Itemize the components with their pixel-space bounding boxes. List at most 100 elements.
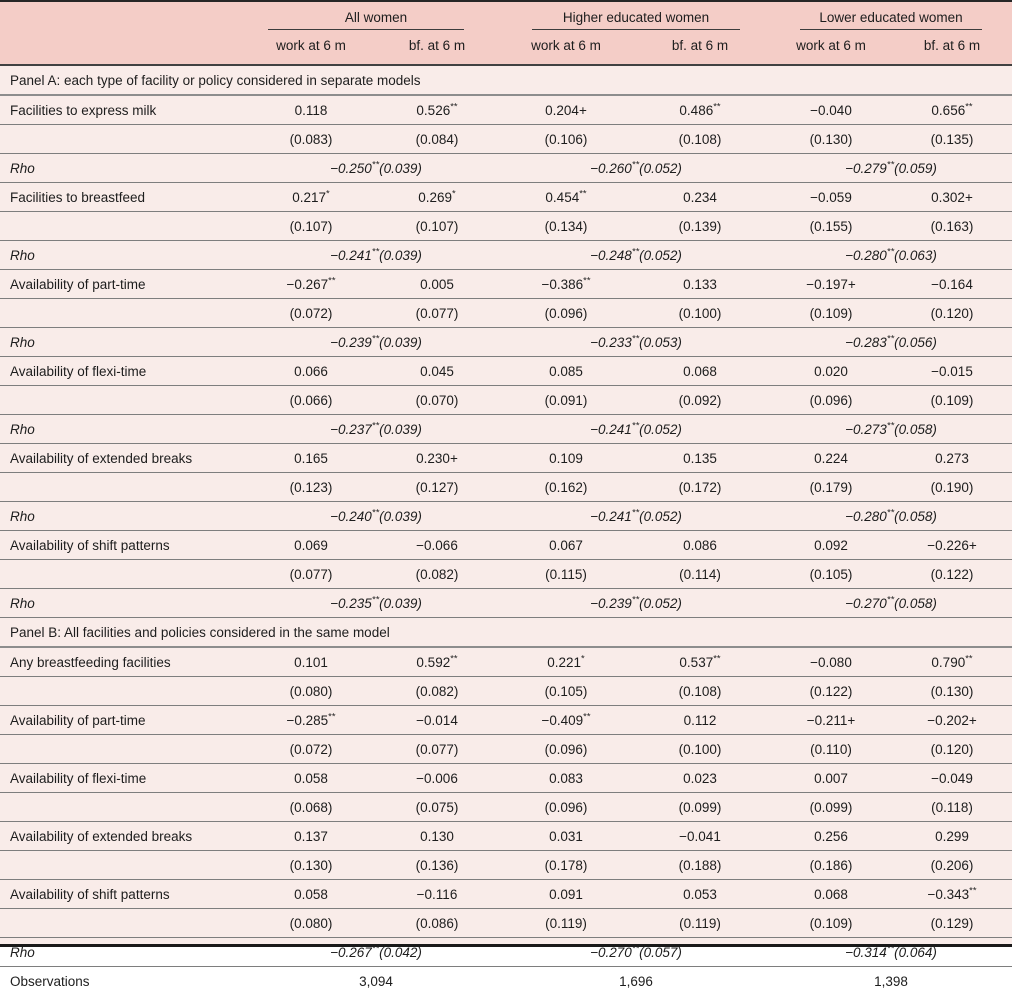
coef-cell: 0.217*: [250, 183, 372, 212]
coef-cell: 0.007: [770, 764, 892, 793]
column-header: bf. at 6 m: [630, 30, 770, 65]
standard-error-row: (0.072)(0.077)(0.096)(0.100)(0.109)(0.12…: [0, 299, 1012, 328]
se-cell: (0.082): [372, 560, 502, 589]
se-cell: (0.108): [630, 677, 770, 706]
se-cell: (0.179): [770, 473, 892, 502]
se-cell: (0.077): [372, 299, 502, 328]
observations-cell: 1,398: [770, 967, 1012, 995]
row-label: Availability of part-time: [0, 270, 250, 299]
se-cell: (0.105): [502, 677, 630, 706]
row-label: Availability of shift patterns: [0, 531, 250, 560]
rho-cell: −0.280**(0.058): [770, 502, 1012, 531]
coef-cell: −0.006: [372, 764, 502, 793]
standard-error-row: (0.083)(0.084)(0.106)(0.108)(0.130)(0.13…: [0, 125, 1012, 154]
rho-row: Rho−0.237**(0.039)−0.241**(0.052)−0.273*…: [0, 415, 1012, 444]
table-body: Panel A: each type of facility or policy…: [0, 65, 1012, 995]
standard-error-row: (0.080)(0.086)(0.119)(0.119)(0.109)(0.12…: [0, 909, 1012, 938]
rho-cell: −0.239**(0.052): [502, 589, 770, 618]
se-cell: (0.092): [630, 386, 770, 415]
se-cell: (0.122): [892, 560, 1012, 589]
rho-cell: −0.239**(0.039): [250, 328, 502, 357]
coef-cell: 0.068: [770, 880, 892, 909]
se-cell: (0.091): [502, 386, 630, 415]
coef-cell: 0.269*: [372, 183, 502, 212]
coef-cell: 0.005: [372, 270, 502, 299]
se-cell: (0.107): [250, 212, 372, 241]
se-cell: (0.122): [770, 677, 892, 706]
coef-cell: −0.285**: [250, 706, 372, 735]
se-cell: (0.077): [250, 560, 372, 589]
coef-cell: 0.454**: [502, 183, 630, 212]
rho-label: Rho: [0, 154, 250, 183]
se-cell: (0.155): [770, 212, 892, 241]
se-cell: (0.119): [502, 909, 630, 938]
coef-cell: −0.080: [770, 647, 892, 677]
se-cell: (0.118): [892, 793, 1012, 822]
se-cell: (0.100): [630, 735, 770, 764]
coef-cell: 0.230+: [372, 444, 502, 473]
rho-cell: −0.260**(0.052): [502, 154, 770, 183]
row-label-empty: [0, 560, 250, 589]
coef-cell: −0.116: [372, 880, 502, 909]
se-cell: (0.109): [892, 386, 1012, 415]
rho-cell: −0.270**(0.057): [502, 938, 770, 967]
coef-cell: 0.092: [770, 531, 892, 560]
group-label: All women: [250, 2, 502, 28]
coef-cell: −0.040: [770, 95, 892, 125]
row-label: Any breastfeeding facilities: [0, 647, 250, 677]
se-cell: (0.110): [770, 735, 892, 764]
group-header-higher-educated: Higher educated women: [502, 2, 770, 30]
se-cell: (0.096): [502, 793, 630, 822]
standard-error-row: (0.066)(0.070)(0.091)(0.092)(0.096)(0.10…: [0, 386, 1012, 415]
rho-cell: −0.241**(0.052): [502, 415, 770, 444]
row-label-empty: [0, 386, 250, 415]
observations-cell: 3,094: [250, 967, 502, 995]
se-cell: (0.119): [630, 909, 770, 938]
table-header: All women Higher educated women Lower ed…: [0, 2, 1012, 65]
se-cell: (0.188): [630, 851, 770, 880]
coef-cell: −0.059: [770, 183, 892, 212]
se-cell: (0.096): [770, 386, 892, 415]
coef-cell: −0.226+: [892, 531, 1012, 560]
se-cell: (0.127): [372, 473, 502, 502]
se-cell: (0.178): [502, 851, 630, 880]
rho-cell: −0.237**(0.039): [250, 415, 502, 444]
coef-cell: 0.133: [630, 270, 770, 299]
se-cell: (0.162): [502, 473, 630, 502]
coef-cell: 0.118: [250, 95, 372, 125]
se-cell: (0.070): [372, 386, 502, 415]
group-label: Lower educated women: [770, 2, 1012, 28]
column-header: bf. at 6 m: [892, 30, 1012, 65]
coef-cell: 0.031: [502, 822, 630, 851]
coefficient-row: Availability of part-time−0.285**−0.014 −…: [0, 706, 1012, 735]
se-cell: (0.120): [892, 299, 1012, 328]
coef-cell: −0.014: [372, 706, 502, 735]
column-header: work at 6 m: [502, 30, 630, 65]
rho-cell: −0.314**(0.064): [770, 938, 1012, 967]
observations-cell: 1,696: [502, 967, 770, 995]
coef-cell: 0.085: [502, 357, 630, 386]
coef-cell: 0.083: [502, 764, 630, 793]
coef-cell: 0.256: [770, 822, 892, 851]
group-header-lower-educated: Lower educated women: [770, 2, 1012, 30]
rho-label: Rho: [0, 241, 250, 270]
se-cell: (0.082): [372, 677, 502, 706]
coef-cell: −0.202+: [892, 706, 1012, 735]
coef-cell: 0.790**: [892, 647, 1012, 677]
coef-cell: −0.386**: [502, 270, 630, 299]
se-cell: (0.083): [250, 125, 372, 154]
coef-cell: −0.197+: [770, 270, 892, 299]
coef-cell: 0.656**: [892, 95, 1012, 125]
se-cell: (0.107): [372, 212, 502, 241]
row-label: Availability of part-time: [0, 706, 250, 735]
coefficient-row: Availability of part-time−0.267**0.005−0…: [0, 270, 1012, 299]
row-label: Availability of extended breaks: [0, 822, 250, 851]
standard-error-row: (0.080)(0.082)(0.105)(0.108)(0.122)(0.13…: [0, 677, 1012, 706]
se-cell: (0.077): [372, 735, 502, 764]
rho-cell: −0.233**(0.053): [502, 328, 770, 357]
rho-cell: −0.283**(0.056): [770, 328, 1012, 357]
